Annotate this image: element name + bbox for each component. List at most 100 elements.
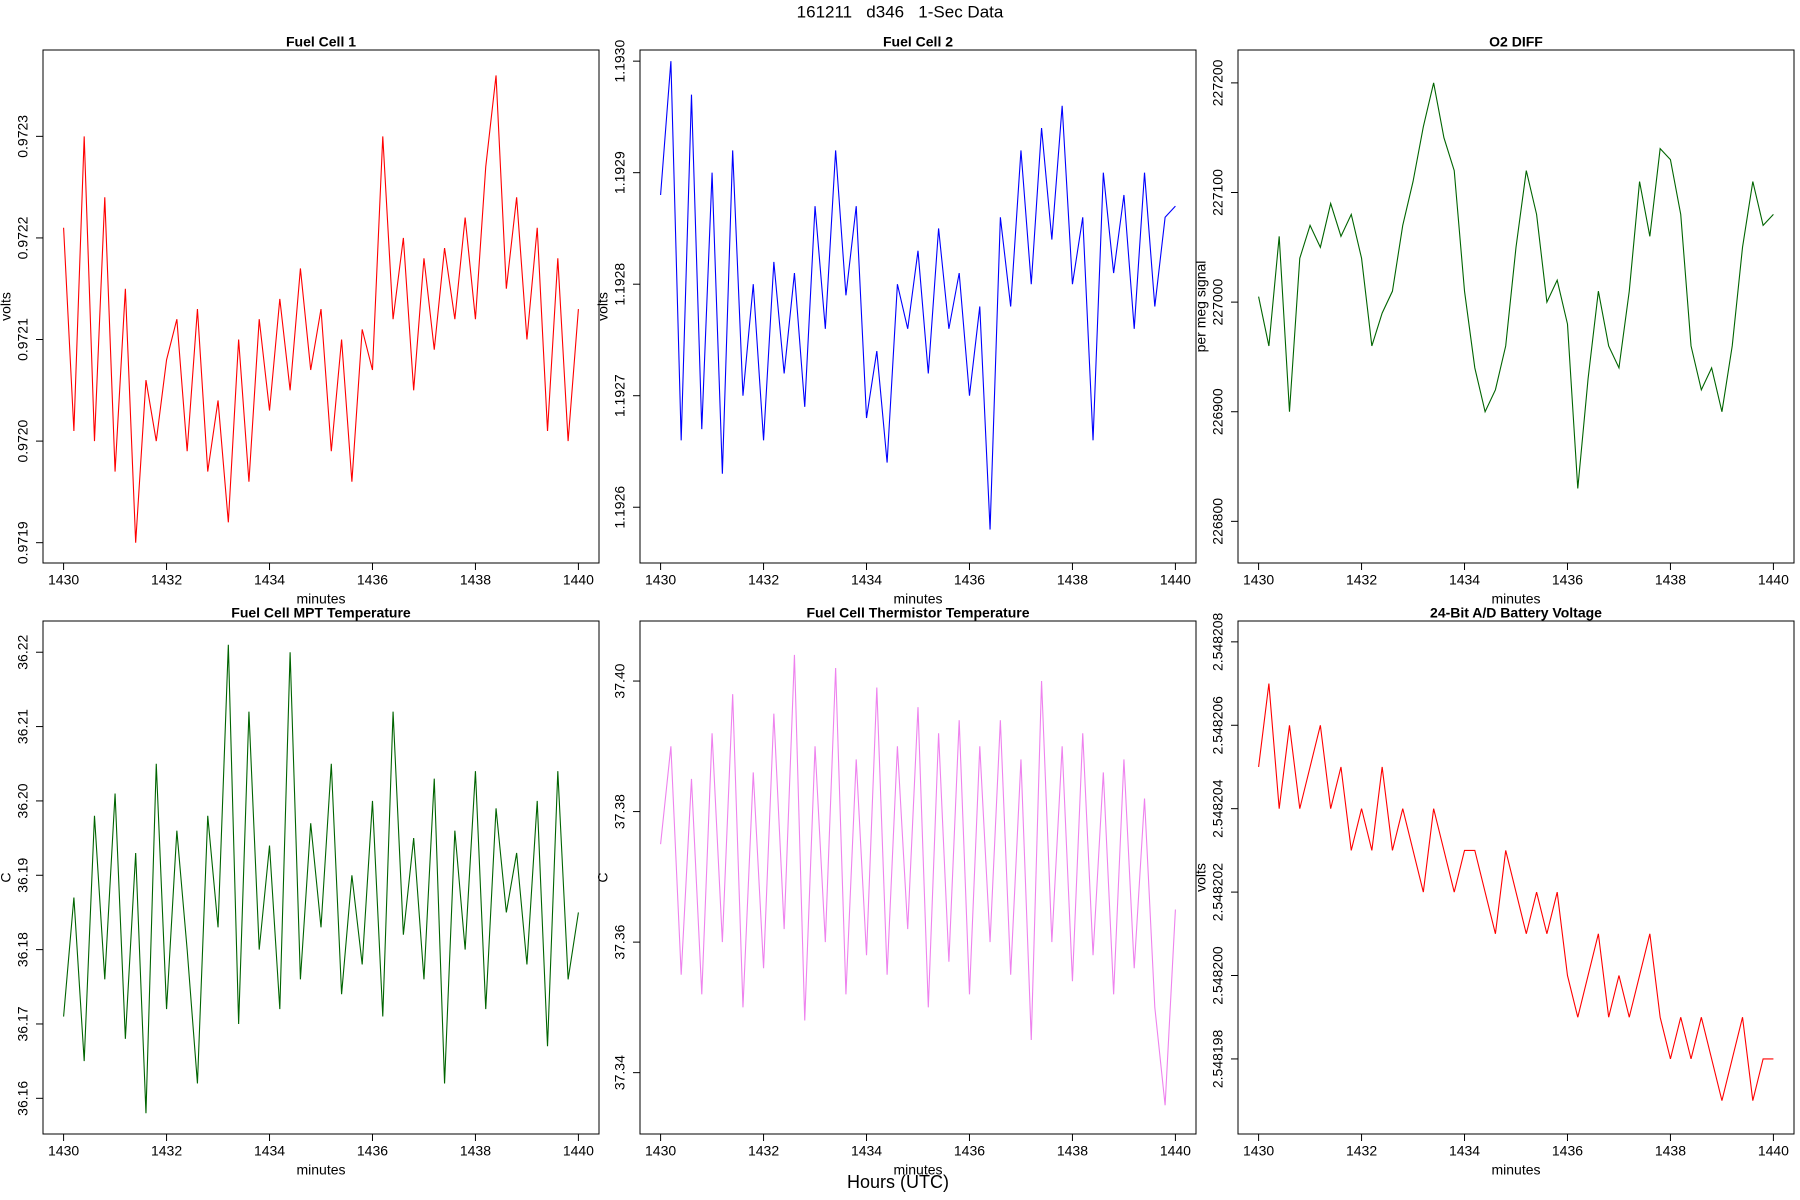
- y-tick-label: 2.548206: [1210, 696, 1226, 755]
- plot-frame: [639, 49, 1197, 564]
- y-tick-label: 0.9719: [15, 521, 31, 564]
- figure-xlabel: Hours (UTC): [847, 1172, 949, 1192]
- x-tick-label: 1434: [1449, 572, 1480, 588]
- panel-title: 24-Bit A/D Battery Voltage: [1430, 605, 1602, 621]
- x-tick-label: 1440: [1758, 1143, 1789, 1159]
- panel-title: O2 DIFF: [1489, 34, 1543, 50]
- plot-frame: [42, 620, 600, 1135]
- plot-frame: [1237, 49, 1795, 564]
- x-tick-label: 1436: [357, 572, 388, 588]
- y-axis-label: C: [595, 872, 611, 882]
- panel: Fuel Cell Thermistor Temperature 1430 1432…: [595, 605, 1197, 1178]
- x-axis-label: minutes: [893, 591, 942, 607]
- x-tick-label: 1440: [1160, 1143, 1191, 1159]
- y-tick-label: 227100: [1210, 169, 1226, 216]
- x-tick-label: 1440: [1160, 572, 1191, 588]
- panel-title: Fuel Cell Thermistor Temperature: [806, 605, 1029, 621]
- x-tick-label: 1432: [151, 572, 182, 588]
- y-tick-label: 36.18: [15, 932, 31, 967]
- panel-title: Fuel Cell 1: [286, 34, 356, 50]
- x-tick-label: 1430: [645, 572, 676, 588]
- x-tick-label: 1430: [48, 1143, 79, 1159]
- plot-frame: [42, 49, 600, 564]
- y-tick-label: 1.1926: [612, 486, 628, 529]
- x-tick-label: 1436: [357, 1143, 388, 1159]
- x-tick-label: 1438: [1655, 572, 1686, 588]
- panel: 24-Bit A/D Battery Voltage 1430 1432 1434 14…: [1193, 605, 1795, 1178]
- panel: O2 DIFF 1430 1432 1434 1436 1438 1440 226800 226…: [1193, 34, 1795, 607]
- y-tick-label: 0.9720: [15, 419, 31, 462]
- x-tick-label: 1434: [1449, 1143, 1480, 1159]
- x-tick-label: 1434: [254, 1143, 285, 1159]
- x-tick-label: 1432: [748, 1143, 779, 1159]
- x-tick-label: 1434: [851, 572, 882, 588]
- y-tick-label: 2.548204: [1210, 779, 1226, 838]
- y-tick-label: 37.34: [612, 1055, 628, 1090]
- x-tick-label: 1430: [645, 1143, 676, 1159]
- y-tick-label: 1.1927: [612, 374, 628, 417]
- x-tick-label: 1436: [1552, 1143, 1583, 1159]
- x-axis-label: minutes: [296, 591, 345, 607]
- x-tick-label: 1430: [1243, 572, 1274, 588]
- y-axis-label: volts: [595, 292, 611, 321]
- x-tick-label: 1432: [1346, 572, 1377, 588]
- data-line: [1258, 82, 1774, 489]
- panel: Fuel Cell MPT Temperature 1430 1432 1434 143…: [0, 605, 600, 1178]
- y-tick-label: 2.548208: [1210, 612, 1226, 671]
- x-tick-label: 1430: [48, 572, 79, 588]
- y-tick-label: 36.20: [15, 783, 31, 818]
- figure-title: 161211 d346 1-Sec Data: [797, 2, 1004, 21]
- y-tick-label: 36.22: [15, 635, 31, 670]
- y-tick-label: 227200: [1210, 59, 1226, 106]
- x-tick-label: 1432: [748, 572, 779, 588]
- y-tick-label: 36.19: [15, 858, 31, 893]
- y-tick-label: 37.40: [612, 663, 628, 698]
- data-line: [63, 75, 579, 543]
- y-tick-label: 1.1930: [612, 40, 628, 83]
- data-line: [660, 654, 1176, 1106]
- panel-title: Fuel Cell MPT Temperature: [231, 605, 411, 621]
- x-tick-label: 1436: [954, 1143, 985, 1159]
- x-tick-label: 1438: [460, 1143, 491, 1159]
- y-axis-label: volts: [1193, 863, 1209, 892]
- x-tick-label: 1436: [954, 572, 985, 588]
- x-tick-label: 1432: [151, 1143, 182, 1159]
- x-axis-label: minutes: [893, 1162, 942, 1178]
- plot-frame: [639, 620, 1197, 1135]
- x-tick-label: 1440: [563, 1143, 594, 1159]
- x-tick-label: 1432: [1346, 1143, 1377, 1159]
- x-tick-label: 1440: [563, 572, 594, 588]
- x-tick-label: 1436: [1552, 572, 1583, 588]
- panel: Fuel Cell 2 1430 1432 1434 1436 1438 1440 1.192…: [595, 34, 1197, 607]
- x-axis-label: minutes: [1491, 1162, 1540, 1178]
- x-tick-label: 1434: [851, 1143, 882, 1159]
- x-tick-label: 1438: [1655, 1143, 1686, 1159]
- y-tick-label: 2.548198: [1210, 1030, 1226, 1089]
- y-tick-label: 227000: [1210, 279, 1226, 326]
- y-tick-label: 0.9722: [15, 216, 31, 259]
- data-line: [1258, 683, 1774, 1101]
- y-tick-label: 37.38: [612, 794, 628, 829]
- plot-frame: [1237, 620, 1795, 1135]
- y-tick-label: 0.9723: [15, 115, 31, 158]
- panel-title: Fuel Cell 2: [883, 34, 953, 50]
- x-tick-label: 1430: [1243, 1143, 1274, 1159]
- panel: Fuel Cell 1 1430 1432 1434 1436 1438 1440 0.971…: [0, 34, 600, 607]
- y-tick-label: 36.21: [15, 709, 31, 744]
- data-line: [660, 61, 1176, 530]
- y-tick-label: 226800: [1210, 498, 1226, 545]
- x-tick-label: 1434: [254, 572, 285, 588]
- y-axis-label: volts: [0, 292, 14, 321]
- y-tick-label: 226900: [1210, 388, 1226, 435]
- y-tick-label: 36.17: [15, 1006, 31, 1041]
- y-tick-label: 1.1928: [612, 263, 628, 306]
- x-axis-label: minutes: [296, 1162, 345, 1178]
- y-tick-label: 37.36: [612, 924, 628, 959]
- y-axis-label: per meg signal: [1193, 261, 1209, 353]
- y-tick-label: 2.548200: [1210, 946, 1226, 1005]
- x-tick-label: 1438: [1057, 1143, 1088, 1159]
- y-tick-label: 2.548202: [1210, 863, 1226, 922]
- y-tick-label: 1.1929: [612, 151, 628, 194]
- x-axis-label: minutes: [1491, 591, 1540, 607]
